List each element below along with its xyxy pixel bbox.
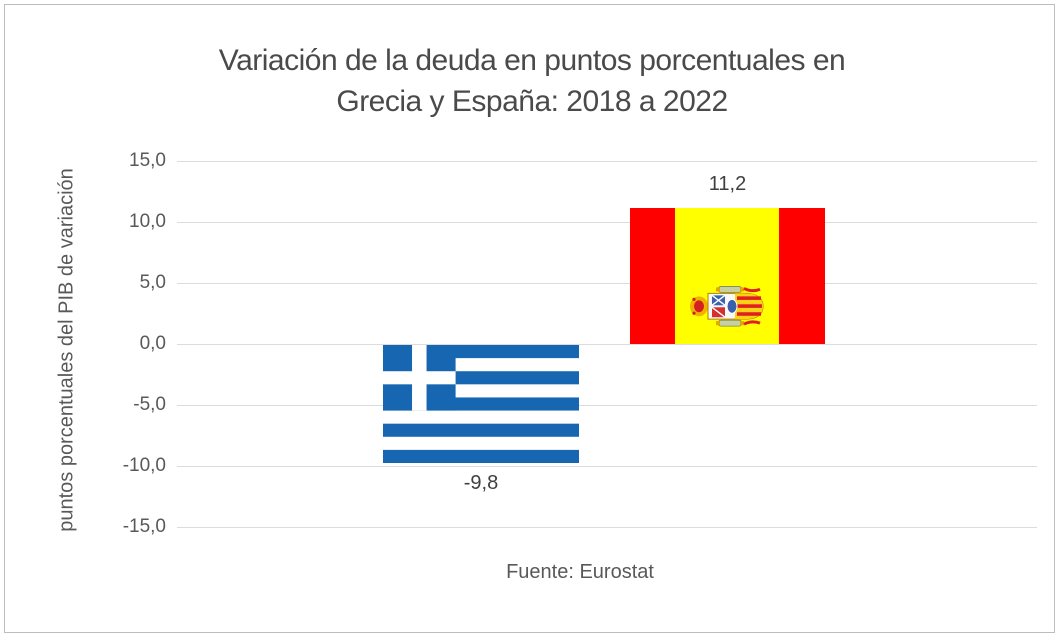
spain-coat-of-arms — [690, 286, 764, 327]
gridline — [177, 527, 1037, 528]
y-tick-label: 5,0 — [139, 272, 166, 293]
chart-title: Variación de la deuda en puntos porcentu… — [70, 40, 994, 122]
bar-spain — [630, 208, 825, 344]
greece-flag-icon — [383, 345, 579, 463]
data-label-spain: 11,2 — [708, 173, 747, 195]
bar-greece — [383, 345, 579, 463]
y-tick-label: -15,0 — [122, 516, 166, 537]
gridline — [177, 283, 1037, 284]
gridline — [177, 466, 1037, 467]
y-tick-label: 10,0 — [129, 211, 166, 232]
data-label-greece: -9,8 — [463, 472, 499, 494]
gridline — [177, 161, 1037, 162]
y-tick-label: 15,0 — [129, 150, 166, 171]
y-tick-label: -10,0 — [122, 455, 166, 476]
chart-frame-border — [4, 4, 1055, 633]
spain-flag-icon — [630, 208, 825, 344]
gridline — [177, 222, 1037, 223]
chart-title-line-1: Variación de la deuda en puntos porcentu… — [218, 44, 846, 77]
y-tick-label: -5,0 — [133, 394, 166, 415]
gridline — [177, 405, 1037, 406]
gridline — [177, 344, 1037, 345]
y-tick-label: 0,0 — [139, 333, 166, 354]
source-note: Fuente: Eurostat — [506, 561, 654, 583]
chart-title-line-2: Grecia y España: 2018 a 2022 — [336, 85, 728, 118]
